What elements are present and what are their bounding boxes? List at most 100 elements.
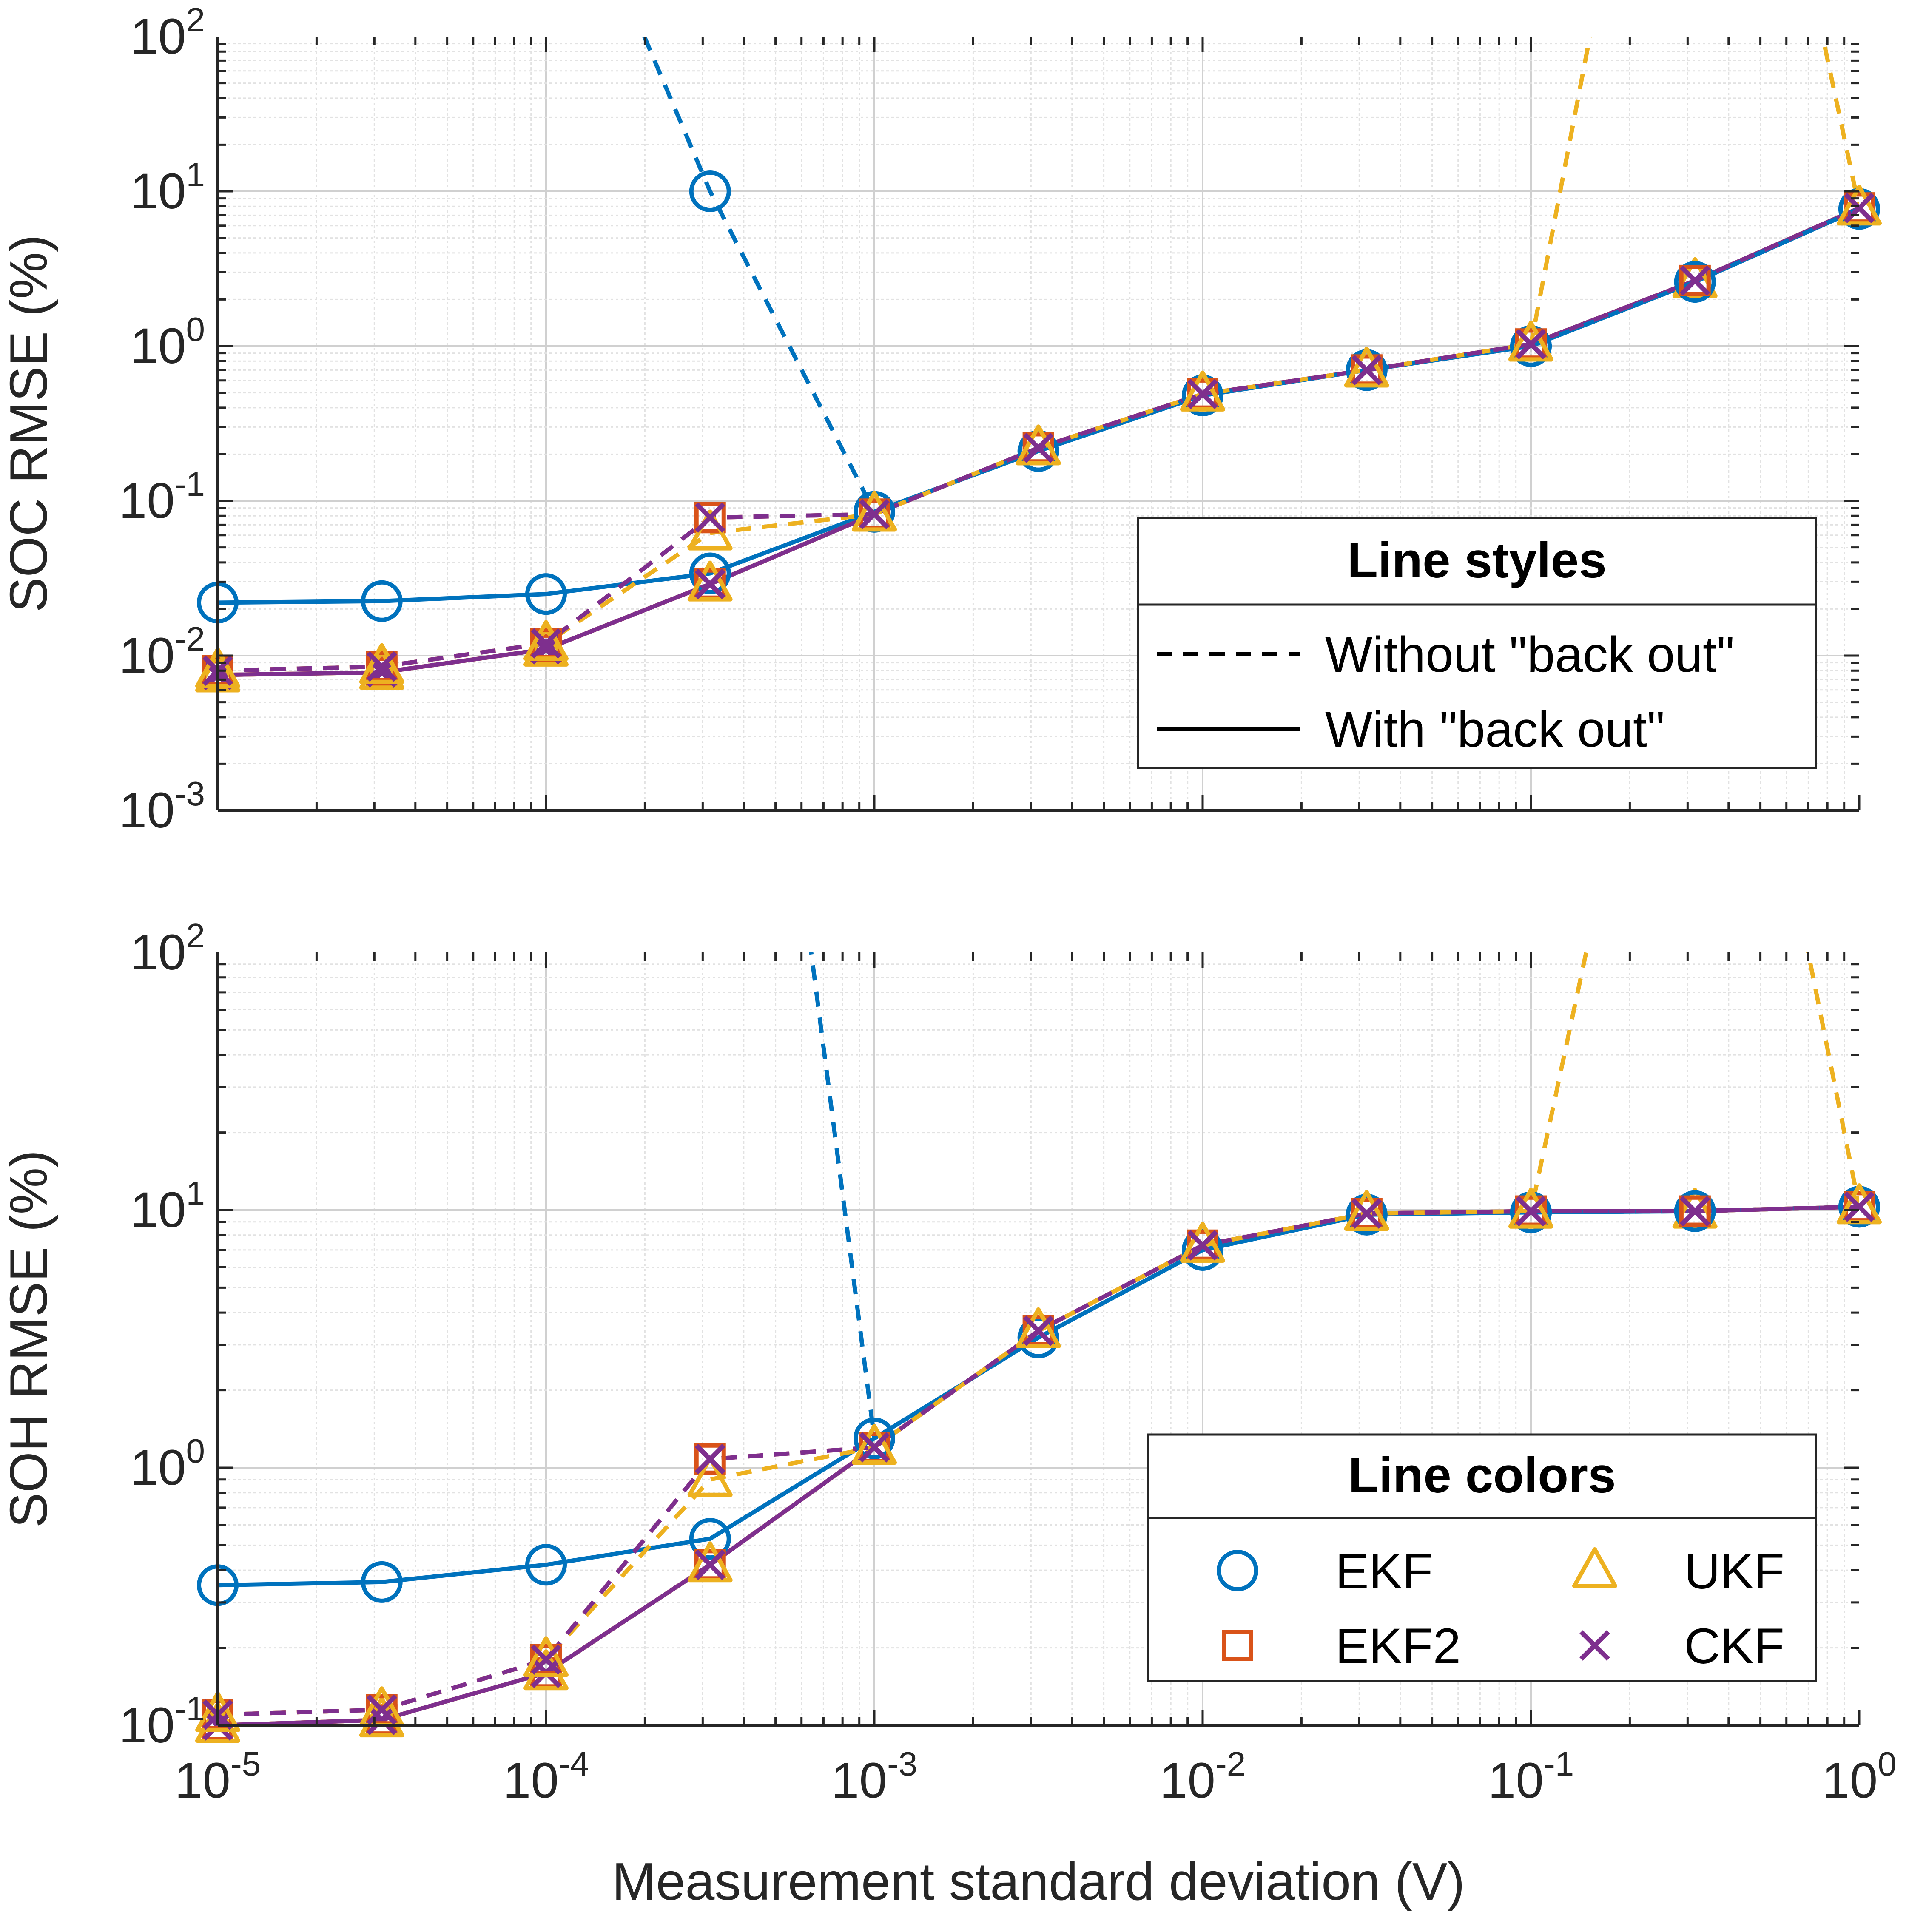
marker-ukf-solid-1 xyxy=(359,649,404,690)
marker-ukf-dashed-3 xyxy=(687,1456,733,1497)
marker-ckf-dashed-10 xyxy=(1844,1191,1875,1222)
legend-label-ekf: EKF xyxy=(1335,1543,1433,1600)
marker-ukf-solid-3 xyxy=(687,1541,733,1583)
marker-ekf-solid-3 xyxy=(689,1518,731,1560)
y-tick-label: 10-2 xyxy=(119,620,205,684)
marker-ekf-solid-2 xyxy=(525,573,567,615)
marker-ekf-dashed-9 xyxy=(1674,261,1716,303)
x-tick-label: 10-5 xyxy=(175,1745,261,1809)
marker-ekf-solid-1 xyxy=(361,580,403,622)
marker-ekf-dashed-4 xyxy=(854,1417,895,1459)
marker-ckf-dashed-6 xyxy=(1187,1230,1218,1261)
marker-ckf-dashed-8 xyxy=(1516,1196,1546,1227)
marker-ekf-dashed-3 xyxy=(689,170,731,212)
marker-ukf-dashed-0 xyxy=(195,1691,240,1732)
series-markers-soh xyxy=(195,1183,1882,1743)
marker-ckf-legend-3 xyxy=(1579,1630,1610,1661)
marker-ckf-dashed-9 xyxy=(1679,265,1710,296)
x-tick-label: 10-1 xyxy=(1488,1745,1574,1809)
marker-ukf-legend-1 xyxy=(1572,1547,1617,1588)
y-tick-label: 101 xyxy=(130,1174,205,1238)
y-tick-label: 10-1 xyxy=(119,465,205,529)
marker-ckf-dashed-7 xyxy=(1351,1198,1382,1229)
y-tick-label: 102 xyxy=(130,917,205,980)
x-axis-label: Measurement standard deviation (V) xyxy=(612,1852,1465,1911)
panel-soc: 10-3 10-2 10-1 100 101 102 SOC RMSE (%) Line st… xyxy=(0,1,1882,838)
y-tick-label: 10-3 xyxy=(119,775,205,838)
marker-ckf-solid-1 xyxy=(366,1705,397,1736)
marker-ukf-dashed-7 xyxy=(1344,1190,1389,1231)
marker-ukf-dashed-2 xyxy=(523,1636,569,1677)
marker-ukf-dashed-4 xyxy=(852,1424,897,1465)
marker-ukf-dashed-2 xyxy=(523,620,569,661)
marker-ukf-dashed-4 xyxy=(852,491,897,532)
marker-ckf-dashed-8 xyxy=(1516,329,1546,360)
legend-label-ekf2: EKF2 xyxy=(1335,1618,1461,1674)
legend-box xyxy=(1147,1433,1817,1682)
marker-ekf-solid-3 xyxy=(689,552,731,594)
marker-ckf-dashed-5 xyxy=(1023,1315,1054,1346)
marker-ukf-dashed-5 xyxy=(1016,424,1061,466)
marker-ckf-solid-3 xyxy=(694,1549,725,1580)
legend-label-ukf: UKF xyxy=(1684,1543,1784,1600)
marker-ckf-dashed-3 xyxy=(694,1443,725,1475)
x-tick-label: 10-3 xyxy=(831,1745,917,1809)
marker-ckf-dashed-3 xyxy=(694,502,725,533)
marker-ukf-dashed-10 xyxy=(1837,185,1882,226)
marker-ckf-dashed-2 xyxy=(531,1644,561,1675)
legend-box xyxy=(1137,517,1817,769)
marker-ukf-dashed-7 xyxy=(1344,347,1389,388)
marker-ckf-dashed-6 xyxy=(1187,378,1218,409)
y-tick-label: 101 xyxy=(130,156,205,219)
legend-label-solid: With "back out" xyxy=(1325,702,1665,758)
marker-ukf-dashed-8 xyxy=(1508,321,1553,362)
marker-ckf-dashed-5 xyxy=(1023,432,1054,463)
y-axis-label: SOH RMSE (%) xyxy=(0,1150,58,1528)
marker-ekf2-legend-2 xyxy=(1222,1630,1253,1661)
marker-ckf-dashed-1 xyxy=(366,651,397,682)
marker-ekf-solid-2 xyxy=(525,1544,567,1586)
panel-soh: 10-1 100 101 102 10-5 10-4 10-3 10-2 10-1 100 SOH … xyxy=(0,917,1897,1911)
series-line-ekf-dashed xyxy=(809,952,1859,1440)
x-tick-label: 100 xyxy=(1822,1745,1897,1809)
marker-ekf-solid-1 xyxy=(361,1561,403,1603)
marker-ckf-dashed-1 xyxy=(366,1694,397,1725)
y-tick-label: 10-1 xyxy=(119,1690,205,1753)
marker-ckf-dashed-10 xyxy=(1844,193,1875,224)
legend-label-ckf: CKF xyxy=(1684,1618,1784,1674)
y-tick-label: 100 xyxy=(130,1432,205,1496)
marker-ekf-dashed-9 xyxy=(1674,1190,1716,1232)
marker-ckf-dashed-2 xyxy=(531,628,561,659)
legend-title: Line styles xyxy=(1347,532,1607,588)
marker-ekf2-dashed-9 xyxy=(1679,264,1711,296)
marker-ckf-solid-3 xyxy=(694,568,725,599)
series-line-ekf-dashed xyxy=(642,37,1859,514)
axes-soc: 10-3 10-2 10-1 100 101 102 SOC RMSE (%) xyxy=(0,1,1861,838)
x-tick-label: 10-2 xyxy=(1160,1745,1246,1809)
marker-ukf-solid-2 xyxy=(523,625,569,667)
y-tick-label: 102 xyxy=(130,1,205,65)
legend-soh: Line colors EKF UKF EKF2 CKF xyxy=(1147,1433,1817,1682)
marker-ekf-dashed-8 xyxy=(1510,325,1552,367)
legend-label-dashed: Without "back out" xyxy=(1325,627,1735,683)
marker-ukf-dashed-1 xyxy=(359,643,404,684)
legend-soc: Line styles Without "back out" With "back … xyxy=(1137,517,1817,769)
marker-ekf2-dashed-9 xyxy=(1679,1195,1711,1227)
marker-ukf-dashed-6 xyxy=(1180,1222,1225,1263)
axes-soh: 10-1 100 101 102 10-5 10-4 10-3 10-2 10-1 100 SOH … xyxy=(0,917,1897,1911)
marker-ekf-legend-0 xyxy=(1217,1550,1258,1591)
marker-ckf-dashed-4 xyxy=(859,1432,890,1463)
marker-ekf2-dashed-3 xyxy=(694,1443,726,1475)
marker-ckf-dashed-4 xyxy=(859,499,890,530)
marker-ukf-dashed-6 xyxy=(1180,370,1225,412)
y-tick-label: 100 xyxy=(130,310,205,374)
y-axis-label: SOC RMSE (%) xyxy=(0,235,58,613)
marker-ekf2-dashed-3 xyxy=(694,502,726,534)
legend-title: Line colors xyxy=(1348,1447,1616,1503)
marker-ukf-dashed-5 xyxy=(1016,1307,1061,1348)
marker-ukf-dashed-8 xyxy=(1508,1188,1553,1229)
marker-ckf-dashed-7 xyxy=(1351,355,1382,386)
marker-ukf-solid-3 xyxy=(687,560,733,602)
marker-ckf-dashed-9 xyxy=(1679,1196,1710,1227)
